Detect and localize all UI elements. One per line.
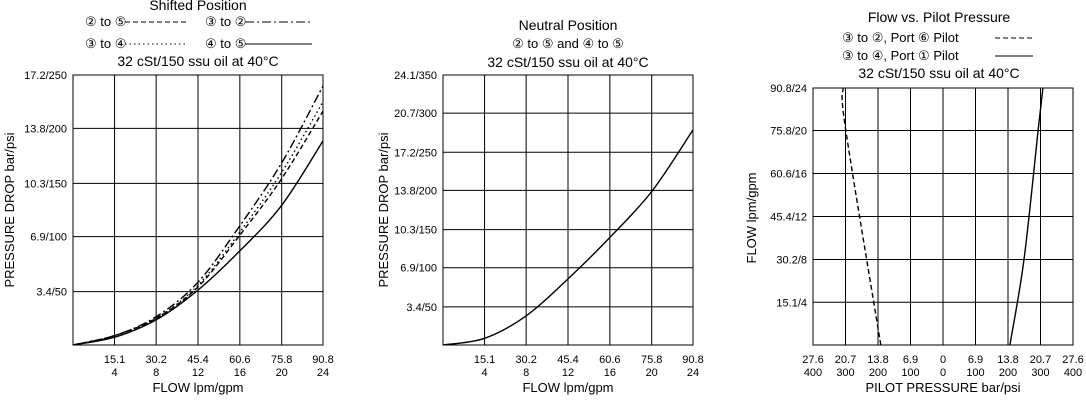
- series-line: [73, 85, 323, 345]
- y-tick-label: 20.7/300: [394, 108, 437, 120]
- chart-title: Flow vs. Pilot Pressure: [868, 9, 1011, 25]
- series-line: [841, 88, 882, 345]
- x-tick-label: 0: [940, 367, 946, 379]
- x-tick-label: 400: [804, 367, 822, 379]
- chart-2: Neutral Position ② to ⑤ and ④ to ⑤ 32 cSt/…: [376, 17, 704, 395]
- legend-label: ② to ⑤ and ④ to ⑤: [512, 36, 624, 51]
- x-tick-label: 30.2: [515, 354, 536, 366]
- y-tick-label: 10.3/150: [394, 225, 437, 237]
- chart-subtitle: 32 cSt/150 ssu oil at 40°C: [858, 65, 1019, 81]
- y-tick-label: 17.2/250: [394, 147, 437, 159]
- x-tick-label: 300: [836, 367, 854, 379]
- y-tick-label: 15.1/4: [776, 297, 807, 309]
- x-tick-label: 8: [523, 367, 529, 379]
- x-tick-label: 12: [562, 367, 574, 379]
- chart-subtitle: 32 cSt/150 ssu oil at 40°C: [487, 54, 648, 70]
- legend-label: ④ to ⑤: [205, 36, 246, 51]
- y-axis-label: PRESSURE DROP bar/psi: [376, 132, 391, 287]
- x-tick-label: 4: [482, 367, 488, 379]
- y-tick-label: 30.2/8: [776, 255, 807, 267]
- chart-1: Shifted Position ② to ⑤ ③ to ② ③ to ④ ④ to ⑤…: [2, 0, 334, 395]
- x-tick-label: 45.4: [557, 354, 578, 366]
- grid: [73, 74, 324, 345]
- chart-title: Neutral Position: [519, 17, 618, 33]
- x-tick-label: 13.8: [997, 354, 1018, 366]
- series-line: [1009, 88, 1044, 345]
- x-tick-label: 60.6: [229, 354, 250, 366]
- y-tick-label: 75.8/20: [770, 125, 807, 137]
- x-tick-label: 20: [276, 367, 288, 379]
- y-tick-label: 6.9/100: [30, 232, 67, 244]
- y-tick-label: 17.2/250: [24, 70, 67, 82]
- y-tick-label: 13.8/200: [24, 123, 67, 135]
- x-tick-label: 24: [317, 367, 329, 379]
- x-tick-label: 24: [687, 367, 699, 379]
- x-axis-label: FLOW lpm/gpm: [522, 380, 613, 395]
- x-tick-label: 27.6: [1062, 354, 1083, 366]
- x-tick-label: 15.1: [104, 354, 125, 366]
- legend-label: ③ to ②, Port ⑥ Pilot: [842, 30, 959, 45]
- legend-label: ③ to ②: [205, 14, 246, 29]
- grid: [443, 74, 694, 345]
- x-tick-label: 20: [646, 367, 658, 379]
- x-tick-label: 100: [966, 367, 984, 379]
- y-tick-label: 3.4/50: [36, 287, 67, 299]
- x-tick-label: 400: [1064, 367, 1082, 379]
- legend-label: ③ to ④, Port ① Pilot: [842, 48, 959, 63]
- y-tick-label: 60.6/16: [770, 168, 807, 180]
- x-tick-label: 45.4: [187, 354, 208, 366]
- x-tick-label: 15.1: [474, 354, 495, 366]
- x-tick-label: 90.8: [682, 354, 703, 366]
- y-tick-label: 10.3/150: [24, 178, 67, 190]
- x-tick-label: 6.9: [903, 354, 918, 366]
- x-axis-label: PILOT PRESSURE bar/psi: [865, 380, 1020, 395]
- x-tick-label: 20.7: [835, 354, 856, 366]
- x-tick-label: 200: [999, 367, 1017, 379]
- x-tick-label: 60.6: [599, 354, 620, 366]
- x-tick-label: 90.8: [312, 354, 333, 366]
- series-line: [73, 140, 323, 345]
- y-tick-label: 45.4/12: [770, 212, 807, 224]
- x-tick-label: 16: [234, 367, 246, 379]
- plot-frame: [442, 74, 694, 346]
- x-tick-label: 100: [901, 367, 919, 379]
- y-tick-label: 6.9/100: [400, 263, 437, 275]
- x-tick-label: 12: [192, 367, 204, 379]
- x-tick-label: 300: [1031, 367, 1049, 379]
- chart-title: Shifted Position: [149, 0, 246, 13]
- x-tick-label: 30.2: [145, 354, 166, 366]
- grid: [812, 87, 1074, 345]
- legend-label: ③ to ④: [85, 36, 126, 51]
- x-tick-label: 75.8: [271, 354, 292, 366]
- x-tick-label: 8: [153, 367, 159, 379]
- y-axis-label: FLOW lpm/gpm: [744, 172, 759, 263]
- y-tick-label: 13.8/200: [394, 185, 437, 197]
- series-line: [443, 129, 693, 345]
- plot-frame: [72, 74, 324, 346]
- legend-label: ② to ⑤: [85, 14, 126, 29]
- x-tick-label: 6.9: [968, 354, 983, 366]
- x-tick-label: 27.6: [802, 354, 823, 366]
- y-tick-label: 90.8/24: [770, 83, 807, 95]
- x-tick-label: 20.7: [1030, 354, 1051, 366]
- y-tick-label: 3.4/50: [406, 302, 437, 314]
- x-tick-label: 75.8: [641, 354, 662, 366]
- plot-frame: [812, 87, 1074, 346]
- chart-subtitle: 32 cSt/150 ssu oil at 40°C: [117, 53, 278, 69]
- y-axis-label: PRESSURE DROP bar/psi: [2, 132, 17, 287]
- x-tick-label: 200: [869, 367, 887, 379]
- x-tick-label: 0: [940, 354, 946, 366]
- x-tick-label: 16: [604, 367, 616, 379]
- chart-3: Flow vs. Pilot Pressure ③ to ②, Port ⑥ Pi…: [744, 9, 1084, 395]
- y-tick-label: 24.1/350: [394, 70, 437, 82]
- x-axis-label: FLOW lpm/gpm: [152, 380, 243, 395]
- x-tick-label: 13.8: [867, 354, 888, 366]
- x-tick-label: 4: [112, 367, 118, 379]
- series-line: [73, 101, 323, 345]
